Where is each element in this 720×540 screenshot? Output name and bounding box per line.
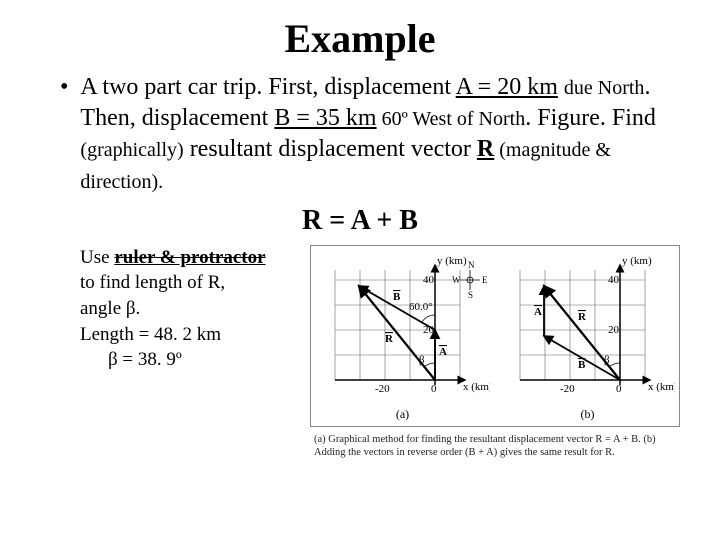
n1b: ruler & protractor [114,247,265,268]
vec-r-label: R [385,333,394,345]
vec-a-label: A [439,346,447,358]
t9: resultant displacement vector [184,136,477,162]
ytick40: 40 [423,274,435,286]
figure-a: y (km) x (km) 40 20 -20 0 60.0° β [315,250,490,422]
xlabel: x (km) [463,381,490,393]
t1: A two part car trip. First, displacement [80,74,455,100]
beta-label: β [419,354,425,366]
ylabel-b: y (km) [622,255,652,267]
n1a: Use [80,247,114,268]
xtick0b: 0 [616,383,622,395]
compass-s: S [468,290,473,300]
angle-label: 60.0° [409,301,433,313]
t2: A = 20 km [456,74,558,100]
ylabel: y (km) [437,255,467,267]
n2: to find length of R, [80,270,310,296]
t6: 60º West of North [377,108,526,130]
t8: (graphically) [80,139,183,161]
vec-r-label-b: R [578,311,587,323]
title: Example [40,15,680,62]
beta-label-b: β [604,354,610,366]
xtickn20b: -20 [560,383,575,395]
n4: Length = 48. 2 km [80,322,310,348]
bullet-item: • A two part car trip. First, displaceme… [40,72,680,197]
t3: due North [564,77,645,99]
solution-notes: Use ruler & protractor to find length of… [40,245,310,459]
bullet-marker: • [60,72,68,197]
vec-b-label-b: B [578,359,586,371]
vec-a-label-b: A [534,306,542,318]
t10: R [477,136,494,162]
ytick40b: 40 [608,274,620,286]
figure-caption: (a) Graphical method for finding the res… [310,433,680,459]
t7: . Figure. Find [525,105,656,131]
fig-b-label: (b) [500,407,675,422]
figure-b: y (km) x (km) 40 20 -20 0 β A B [500,250,675,422]
compass-w: W [452,275,461,285]
n3: angle β. [80,296,310,322]
vec-b-label: B [393,291,401,303]
compass-n: N [468,260,475,270]
equation: R = A + B [40,205,680,237]
figure-area: y (km) x (km) 40 20 -20 0 60.0° β [310,245,680,459]
xtickn20: -20 [375,383,390,395]
compass-e: E [482,275,488,285]
ytick20b: 20 [608,324,620,336]
n5: β = 38. 9º [80,347,310,373]
t5: B = 35 km [274,105,376,131]
xlabel-b: x (km) [648,381,675,393]
fig-a-label: (a) [315,407,490,422]
xtick0: 0 [431,383,437,395]
problem-text: A two part car trip. First, displacement… [80,72,680,197]
